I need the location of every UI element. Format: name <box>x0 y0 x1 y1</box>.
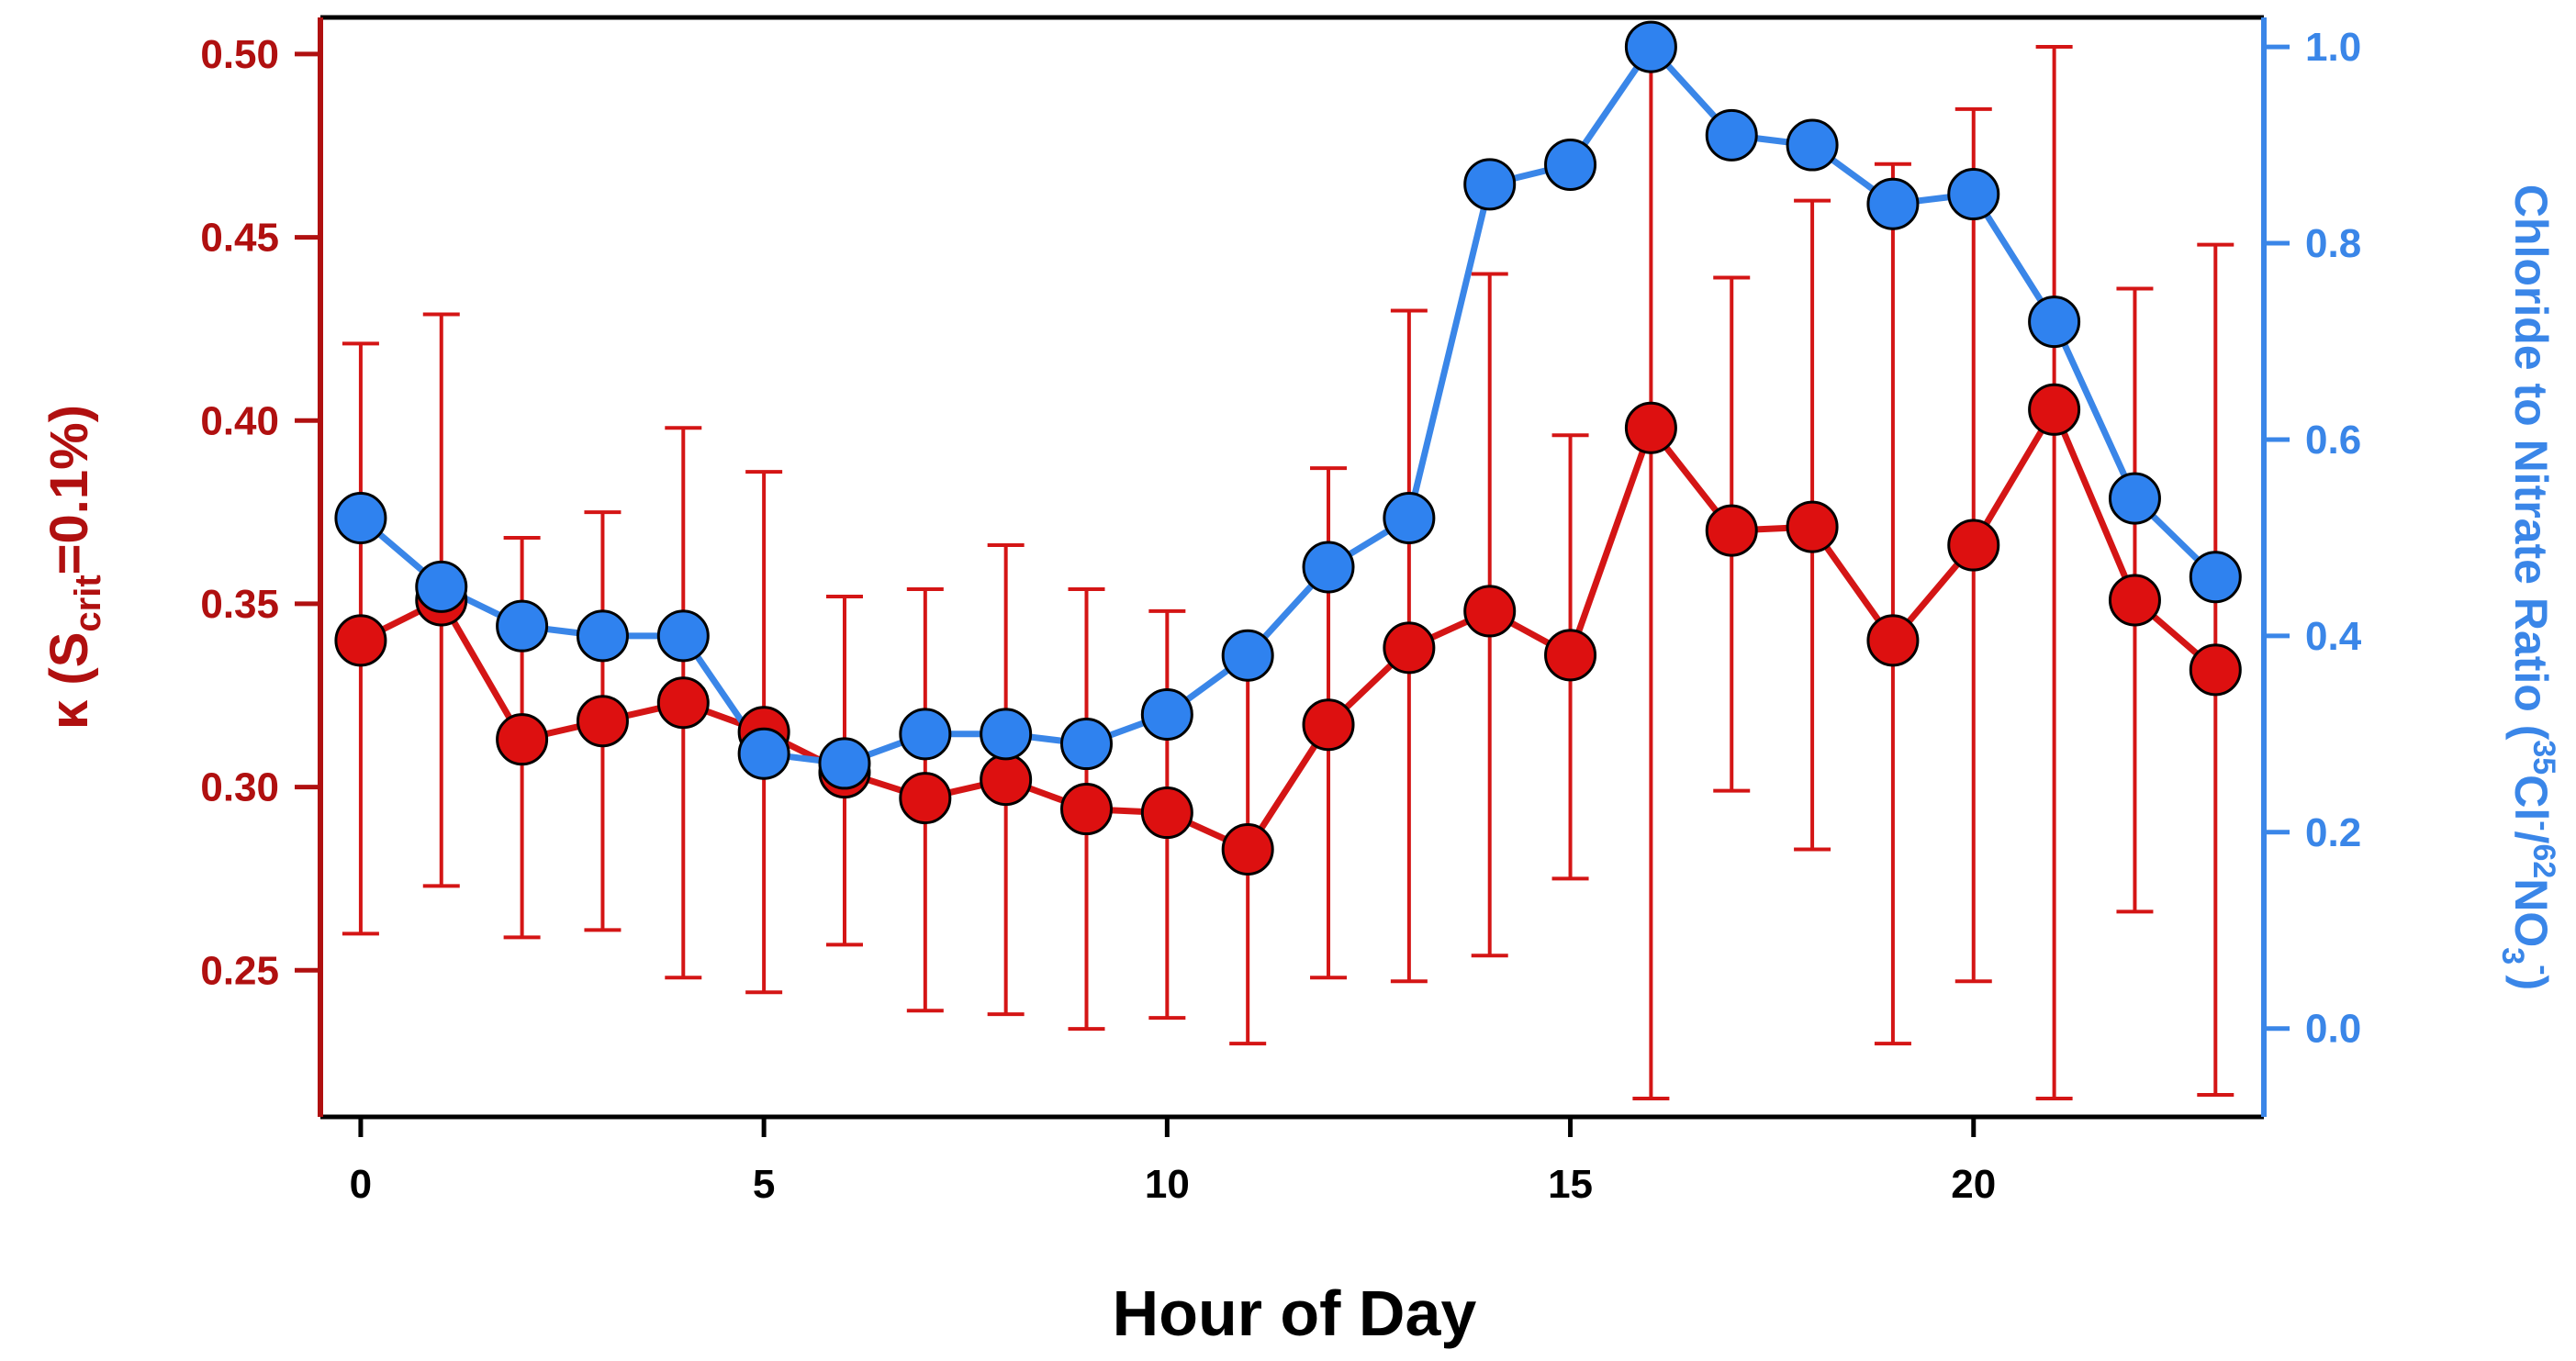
kappa-line <box>359 406 2218 853</box>
x-axis: 0 5 10 15 20 <box>350 1117 1996 1207</box>
chloride-to-nitrate-point <box>1302 541 1355 594</box>
chloride-to-nitrate-point <box>1383 492 1436 545</box>
chloride-to-nitrate-point <box>1060 718 1114 771</box>
y-right-tick-label: 0.6 <box>2305 418 2361 463</box>
chloride-to-nitrate-point <box>2108 472 2161 525</box>
kappa-point <box>1866 614 1920 667</box>
chloride-to-nitrate-line <box>358 43 2218 767</box>
chloride-to-nitrate-point <box>415 560 468 613</box>
kappa-point <box>1705 504 1758 557</box>
kappa-point <box>334 614 387 667</box>
kappa-point <box>496 713 549 766</box>
kappa-point <box>2189 643 2242 697</box>
kappa-point <box>980 753 1033 807</box>
x-axis-label: Hour of Day <box>1113 1277 1477 1349</box>
y-axis-left: 0.25 0.30 0.35 0.40 0.45 0.50 <box>200 32 320 993</box>
kappa-point <box>1544 629 1597 682</box>
chloride-to-nitrate-point <box>1140 687 1193 741</box>
chloride-to-nitrate-point <box>656 609 710 663</box>
y-right-tick-label: 0.2 <box>2305 810 2361 855</box>
y-left-tick-label: 0.40 <box>200 398 279 443</box>
kappa-point <box>1383 621 1436 675</box>
y-right-tick-label: 1.0 <box>2305 25 2361 70</box>
chloride-to-nitrate-point <box>576 609 629 663</box>
chloride-to-nitrate-point <box>737 727 790 780</box>
kappa-point <box>2108 574 2161 627</box>
y-right-tick-label: 0.4 <box>2305 614 2362 659</box>
chloride-to-nitrate-point <box>2189 551 2242 604</box>
y-right-tick-label: 0.8 <box>2305 221 2361 266</box>
y-left-tick-label: 0.25 <box>200 948 279 993</box>
chloride-to-nitrate-point <box>1786 118 1839 172</box>
y-right-tick-label: 0.0 <box>2305 1007 2361 1052</box>
series-points <box>334 20 2242 876</box>
y-axis-left-label: κ (Scrit=0.1%) <box>39 405 108 730</box>
chloride-to-nitrate-point <box>1221 629 1274 682</box>
chloride-to-nitrate-point <box>1544 138 1597 191</box>
chloride-to-nitrate-point <box>496 599 549 653</box>
chloride-to-nitrate-point <box>1947 168 2000 221</box>
kappa-point <box>1140 786 1193 840</box>
chloride-to-nitrate-point <box>1463 158 1517 211</box>
plot-frame <box>318 15 2267 1120</box>
kappa-point <box>1463 585 1517 638</box>
x-tick-label: 10 <box>1145 1162 1190 1207</box>
x-tick-label: 20 <box>1951 1162 1996 1207</box>
kappa-point <box>1786 500 1839 553</box>
x-tick-label: 0 <box>350 1162 372 1207</box>
y-axis-right-label: Chloride to Nitrate Ratio (35Cl-/62NO3-) <box>2495 184 2561 990</box>
chloride-to-nitrate-point <box>2028 296 2081 349</box>
chloride-to-nitrate-point <box>899 708 952 761</box>
chloride-to-nitrate-point <box>980 708 1033 761</box>
y-left-tick-label: 0.45 <box>200 216 279 261</box>
kappa-point <box>2028 383 2081 436</box>
kappa-point <box>1947 519 2000 572</box>
kappa-point <box>1221 822 1274 876</box>
kappa-point <box>1060 783 1114 836</box>
kappa-point <box>576 695 629 748</box>
y-left-tick-label: 0.35 <box>200 582 279 627</box>
chloride-to-nitrate-point <box>1866 177 1920 230</box>
y-axis-right: 0.0 0.2 0.4 0.6 0.8 1.0 <box>2264 25 2362 1052</box>
series-lines <box>358 43 2218 853</box>
chloride-to-nitrate-point <box>334 492 387 545</box>
x-tick-label: 5 <box>753 1162 775 1207</box>
chloride-to-nitrate-point <box>1624 20 1677 73</box>
chloride-to-nitrate-point <box>818 737 871 790</box>
y-left-tick-label: 0.50 <box>200 32 279 77</box>
kappa-point <box>1624 401 1677 454</box>
kappa-point <box>1302 698 1355 752</box>
y-left-tick-label: 0.30 <box>200 765 279 810</box>
chloride-to-nitrate-point <box>1705 108 1758 162</box>
x-tick-label: 15 <box>1548 1162 1593 1207</box>
kappa-point <box>899 772 952 825</box>
kappa-point <box>656 676 710 730</box>
